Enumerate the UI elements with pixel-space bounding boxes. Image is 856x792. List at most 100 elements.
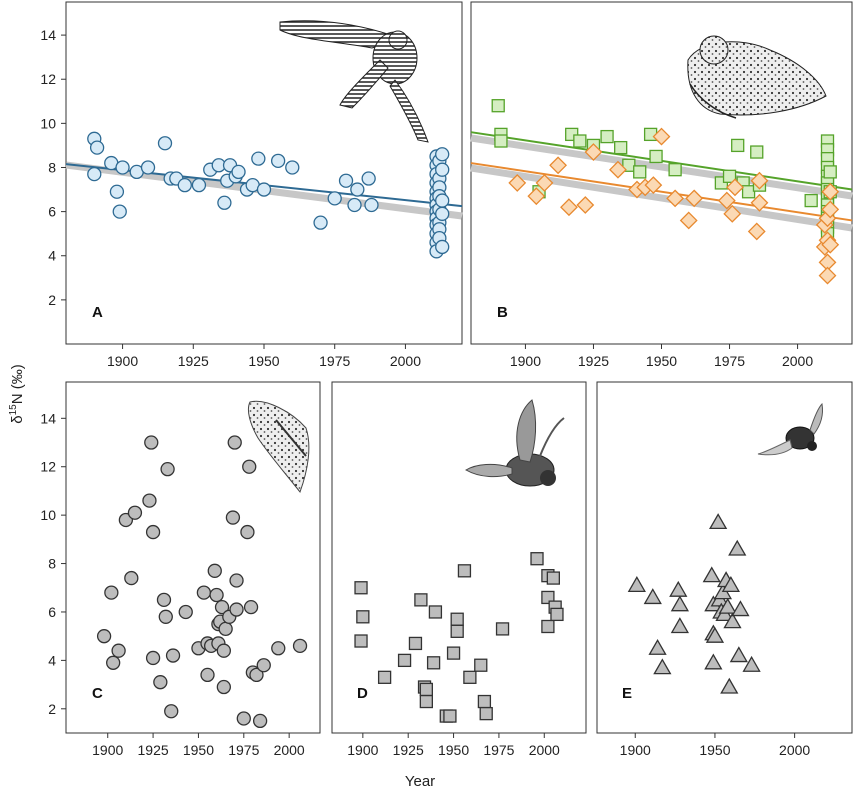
data-point-a-blue	[435, 162, 450, 177]
panel-b-frame	[470, 1, 853, 345]
y-tick-label: 8	[48, 556, 56, 572]
panel-e-frame	[596, 381, 853, 734]
x-tick-label: 1900	[347, 742, 378, 758]
data-point-c-grey	[225, 510, 241, 525]
x-tick-label: 2000	[390, 353, 421, 369]
data-point-b-orange	[821, 235, 840, 254]
data-point-b-orange	[527, 187, 546, 206]
data-point-e-grey	[670, 617, 689, 634]
x-tick-label: 2000	[782, 353, 813, 369]
panel-d-points	[354, 552, 564, 723]
data-point-d-grey	[541, 619, 555, 634]
data-point-c-grey	[214, 599, 230, 615]
data-point-b-green	[491, 99, 505, 113]
data-point-d-grey	[377, 670, 392, 684]
data-point-a-blue	[177, 177, 192, 193]
panel-b-green-ci-band	[470, 134, 853, 200]
data-point-c-grey	[142, 493, 157, 508]
y-axis-title: δ15N (‰)	[8, 364, 26, 423]
x-tick-label: 1900	[92, 742, 123, 758]
data-point-c-grey	[111, 643, 126, 658]
data-point-e-grey	[705, 626, 725, 643]
panel-a: A	[65, 1, 463, 345]
data-point-c-grey	[96, 629, 112, 644]
data-point-c-grey	[209, 587, 224, 603]
data-point-b-orange	[609, 160, 627, 179]
data-point-a-blue	[87, 166, 102, 182]
data-point-b-orange	[726, 178, 744, 197]
data-point-c-grey	[178, 604, 193, 620]
data-point-c-grey	[242, 459, 257, 474]
data-point-a-blue	[285, 160, 300, 175]
x-tick-label: 1925	[393, 742, 424, 758]
panel-a-points	[87, 131, 450, 259]
x-tick-label: 1950	[646, 353, 677, 369]
data-point-e-grey	[728, 539, 747, 556]
moth-illustration	[247, 400, 310, 494]
data-point-b-orange	[652, 127, 671, 146]
x-tick-label: 1950	[183, 742, 214, 758]
data-point-c-grey	[164, 704, 179, 719]
data-point-c-grey	[236, 711, 251, 726]
y-axis-title-tail: N (‰)	[9, 364, 26, 404]
y-tick-label: 2	[48, 292, 56, 308]
data-point-a-blue	[338, 173, 354, 188]
x-tick-label: 1975	[714, 353, 745, 369]
data-point-d-grey	[541, 590, 555, 605]
data-point-c-grey	[196, 585, 212, 600]
y-tick-label: 14	[40, 410, 56, 426]
data-point-e-grey	[648, 638, 667, 655]
data-point-e-grey	[670, 595, 689, 612]
data-point-c-grey	[104, 585, 119, 600]
y-tick-label: 10	[40, 115, 56, 131]
data-point-a-blue	[361, 171, 376, 186]
data-point-a-blue	[217, 195, 232, 210]
data-point-c-grey	[156, 592, 172, 608]
data-point-c-grey	[124, 570, 139, 586]
data-point-a-blue	[327, 191, 342, 206]
data-point-e-grey	[653, 658, 672, 675]
data-point-a-blue	[112, 204, 127, 219]
data-point-b-orange	[576, 196, 595, 214]
data-point-b-green	[494, 134, 508, 148]
y-tick-label: 10	[40, 507, 56, 523]
data-point-c-grey	[127, 505, 143, 520]
data-point-b-orange	[549, 156, 568, 175]
y-tick-label: 12	[40, 71, 56, 87]
data-point-b-orange	[666, 189, 685, 208]
data-point-c-grey	[106, 655, 121, 670]
y-tick-label: 2	[48, 701, 56, 717]
data-point-b-green	[633, 165, 647, 179]
data-point-b-green	[614, 140, 628, 155]
data-point-d-grey	[550, 607, 564, 622]
data-point-d-grey	[428, 605, 443, 619]
panel-d-frame	[331, 381, 587, 734]
data-point-d-grey	[354, 581, 368, 595]
data-point-a-blue	[251, 151, 266, 166]
data-point-d-grey	[463, 670, 477, 684]
data-point-c-grey	[207, 563, 222, 578]
data-point-e-grey	[704, 653, 723, 670]
data-point-b-green	[741, 185, 756, 199]
data-point-b-orange	[535, 174, 554, 192]
data-point-d-grey	[495, 622, 510, 636]
data-point-a-blue	[231, 164, 246, 180]
data-point-c-grey	[160, 461, 175, 477]
panel-b: B	[470, 1, 853, 345]
nightjar-flight-illustration	[279, 20, 429, 143]
beetle-large-illustration	[465, 399, 565, 487]
panel-e-label: E	[622, 685, 632, 702]
data-point-b-orange	[717, 191, 736, 210]
beetle-small-illustration	[757, 402, 823, 456]
data-point-d-grey	[450, 624, 464, 638]
data-point-b-orange	[750, 193, 769, 212]
y-axis-title-main: δ	[9, 415, 26, 423]
data-point-e-grey	[718, 597, 737, 614]
data-point-a-blue	[350, 182, 365, 197]
panel-d-label: D	[357, 685, 368, 702]
data-point-d-grey	[479, 706, 493, 721]
data-point-a-blue	[157, 136, 173, 151]
data-point-d-grey	[356, 610, 370, 624]
panel-a-label: A	[92, 304, 103, 321]
data-point-c-grey	[252, 713, 268, 729]
